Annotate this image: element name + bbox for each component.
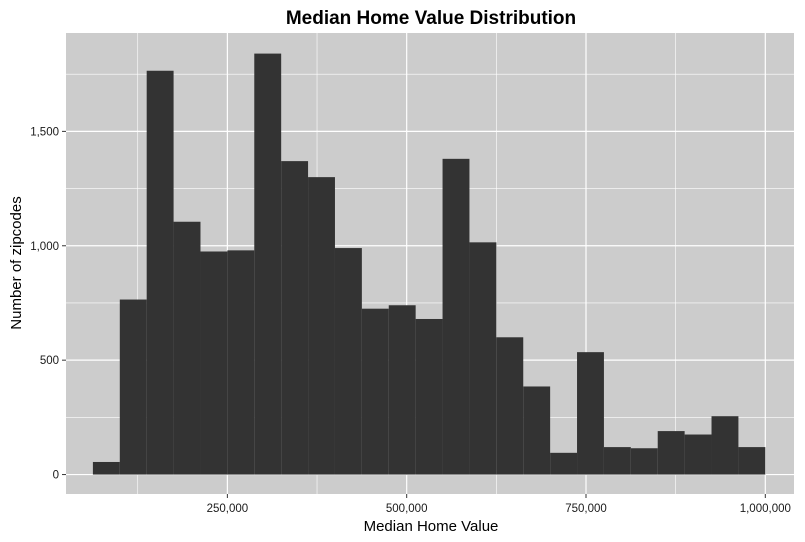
histogram-bar [334, 248, 362, 475]
x-tick-label: 250,000 [207, 503, 249, 515]
histogram-bar [308, 177, 335, 475]
x-axis-title: Median Home Value [364, 518, 499, 535]
x-axis: 250,000 500,000 750,000 1,000,000 [207, 494, 791, 515]
histogram-bar [550, 452, 578, 475]
x-tick-label: 750,000 [565, 503, 607, 515]
histogram-bar [388, 305, 416, 475]
histogram-bar [254, 53, 282, 475]
chart-title: Median Home Value Distribution [286, 8, 576, 29]
histogram-bar [146, 70, 174, 475]
histogram-bar [415, 318, 443, 475]
histogram-bar [200, 251, 228, 475]
histogram-bar [281, 161, 309, 475]
histogram-bars [92, 53, 766, 475]
histogram-bar [684, 434, 712, 475]
histogram-bar [523, 386, 551, 475]
histogram-bar [630, 448, 658, 475]
y-tick-label: 0 [53, 470, 59, 482]
y-tick-label: 1,500 [30, 126, 59, 138]
histogram-bar [738, 447, 766, 475]
histogram-bar [361, 308, 389, 475]
y-axis-title: Number of zipcodes [8, 196, 25, 329]
histogram-bar [496, 337, 524, 475]
y-tick-label: 500 [40, 355, 59, 367]
histogram-bar [92, 461, 120, 475]
x-tick-label: 500,000 [386, 503, 428, 515]
histogram-bar [469, 242, 497, 475]
histogram-bar [173, 221, 201, 475]
y-tick-label: 1,000 [30, 241, 59, 253]
x-tick-label: 1,000,000 [740, 503, 791, 515]
histogram-bar [442, 158, 470, 475]
histogram-bar [577, 352, 604, 475]
histogram-bar [657, 431, 685, 475]
histogram-bar [711, 416, 739, 475]
histogram-bar [603, 447, 631, 475]
y-axis: 0 500 1,000 1,500 [30, 126, 66, 482]
histogram-bar [227, 250, 255, 475]
histogram-bar [119, 299, 147, 475]
